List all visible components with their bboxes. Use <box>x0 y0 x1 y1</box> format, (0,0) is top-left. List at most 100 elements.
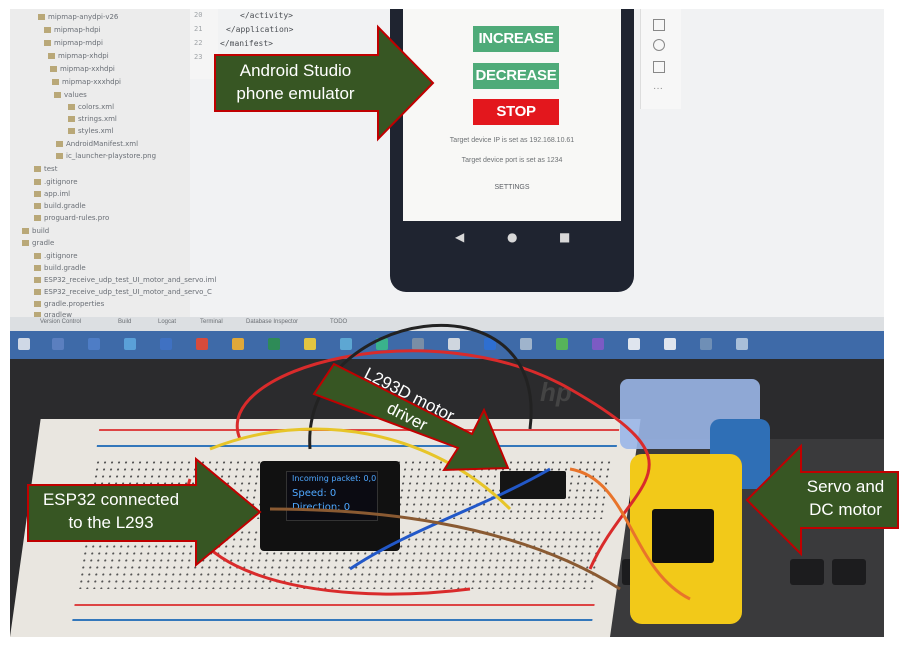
more-icon[interactable]: ··· <box>653 83 663 94</box>
keyboard-key <box>832 559 866 585</box>
status-tab-logcat[interactable]: Logcat <box>158 319 177 325</box>
toolbar-icon[interactable] <box>653 19 665 31</box>
callout-esp32-line1: ESP32 connected <box>42 490 180 509</box>
decrease-button[interactable]: DECREASE <box>473 63 559 89</box>
back-triangle-icon[interactable]: ◀ <box>455 230 465 244</box>
phone-nav-bar: ◀ ● ■ <box>403 221 621 251</box>
taskbar-app-icon[interactable] <box>268 338 280 350</box>
taskbar-app-icon[interactable] <box>304 338 316 350</box>
tree-item[interactable]: mipmap-xxhdpi <box>50 65 115 73</box>
power-rail-red <box>74 604 595 606</box>
tree-item[interactable]: gradlew <box>34 311 72 319</box>
tree-item[interactable]: gradle.properties <box>34 300 104 308</box>
status-tab-todo[interactable]: TODO <box>330 319 348 325</box>
taskbar-app-icon[interactable] <box>736 338 748 350</box>
code-line[interactable]: </manifest> <box>220 39 273 48</box>
project-tree: mipmap-anydpi-v26 mipmap-hdpi mipmap-mdp… <box>10 9 216 325</box>
l293d-chip <box>500 471 566 499</box>
taskbar-app-icon[interactable] <box>592 338 604 350</box>
taskbar-app-icon[interactable] <box>700 338 712 350</box>
taskbar-app-icon[interactable] <box>376 338 388 350</box>
tree-item[interactable]: .gitignore <box>34 178 78 186</box>
photo: mipmap-anydpi-v26 mipmap-hdpi mipmap-mdp… <box>10 9 884 637</box>
line-number: 21 <box>194 25 203 33</box>
oled-line-packet: Incoming packet: 0,0 <box>292 474 377 483</box>
tree-item[interactable]: strings.xml <box>68 115 117 123</box>
tree-item[interactable]: build.gradle <box>34 264 86 272</box>
emulator-side-toolbar: ··· <box>640 9 681 109</box>
binder-clip <box>652 509 714 563</box>
target-port-text: Target device port is set as 1234 <box>461 157 563 164</box>
esp32-board: Incoming packet: 0,0 Speed: 0 Direction:… <box>260 461 400 551</box>
taskbar-app-icon[interactable] <box>520 338 532 350</box>
line-number: 20 <box>194 11 203 19</box>
tree-item[interactable]: test <box>34 165 57 173</box>
tree-item[interactable]: colors.xml <box>68 103 114 111</box>
callout-esp32-line2: to the L293 <box>68 513 154 532</box>
taskbar-app-icon[interactable] <box>232 338 244 350</box>
tree-item[interactable]: mipmap-hdpi <box>44 26 101 34</box>
tree-item[interactable]: build <box>22 227 49 235</box>
toolbar-icon[interactable] <box>653 39 665 51</box>
tree-item[interactable]: styles.xml <box>68 127 114 135</box>
oled-line-direction: Direction: 0 <box>292 502 351 513</box>
laptop-brand-logo: hp <box>540 377 572 407</box>
tree-item[interactable]: ESP32_receive_udp_test_UI_motor_and_serv… <box>34 288 212 296</box>
taskbar-app-icon[interactable] <box>448 338 460 350</box>
tree-item[interactable]: AndroidManifest.xml <box>56 140 138 148</box>
keyboard-key <box>790 559 824 585</box>
taskbar-app-icon[interactable] <box>160 338 172 350</box>
tree-item[interactable]: build.gradle <box>34 202 86 210</box>
phone-emulator: INCREASE DECREASE STOP Target device IP … <box>390 9 634 292</box>
tree-item[interactable]: app.iml <box>34 190 70 198</box>
tree-item[interactable]: ESP32_receive_udp_test_UI_motor_and_serv… <box>34 276 216 284</box>
settings-button[interactable]: SETTINGS <box>494 184 530 191</box>
code-line[interactable]: </application> <box>226 25 294 34</box>
taskbar-app-icon[interactable] <box>196 338 208 350</box>
taskbar-app-icon[interactable] <box>664 338 676 350</box>
code-line[interactable]: </activity> <box>240 11 293 20</box>
taskbar-app-icon[interactable] <box>556 338 568 350</box>
status-tab-terminal[interactable]: Terminal <box>200 319 223 325</box>
callout-esp32: ESP32 connected to the L293 <box>26 456 262 568</box>
recent-square-icon[interactable]: ■ <box>559 230 571 244</box>
phone-screen: INCREASE DECREASE STOP Target device IP … <box>403 9 621 221</box>
tree-item[interactable]: ic_launcher-playstore.png <box>56 152 156 160</box>
toolbar-icon[interactable] <box>653 61 665 73</box>
line-number: 23 <box>194 53 203 61</box>
line-number: 22 <box>194 39 203 47</box>
taskbar-app-icon[interactable] <box>628 338 640 350</box>
tree-item[interactable]: .gitignore <box>34 252 78 260</box>
increase-button[interactable]: INCREASE <box>473 26 559 52</box>
callout-arrow-shape <box>312 362 510 472</box>
taskbar-app-icon[interactable] <box>88 338 100 350</box>
tree-item[interactable]: values <box>54 91 87 99</box>
taskbar-app-icon[interactable] <box>484 338 496 350</box>
callout-driver: L293D motor driver <box>312 362 512 472</box>
tree-item[interactable]: mipmap-xhdpi <box>48 52 109 60</box>
callout-arrow-shape <box>27 456 262 568</box>
callout-emulator-line2: phone emulator <box>236 84 355 103</box>
tree-item[interactable]: proguard-rules.pro <box>34 214 109 222</box>
callout-arrow-shape <box>214 24 435 142</box>
tree-item[interactable]: mipmap-xxxhdpi <box>52 78 121 86</box>
line-number-gutter: 20 21 22 23 <box>190 9 218 79</box>
tree-item[interactable]: gradle <box>22 239 54 247</box>
taskbar-app-icon[interactable] <box>412 338 424 350</box>
home-circle-icon[interactable]: ● <box>507 230 518 244</box>
taskbar-app-icon[interactable] <box>52 338 64 350</box>
callout-servo: Servo and DC motor <box>745 443 900 557</box>
oled-display: Incoming packet: 0,0 Speed: 0 Direction:… <box>286 471 378 521</box>
status-tab-version-control[interactable]: Version Control <box>40 319 82 325</box>
taskbar-app-icon[interactable] <box>340 338 352 350</box>
taskbar-app-icon[interactable] <box>124 338 136 350</box>
tree-item[interactable]: mipmap-mdpi <box>44 39 103 47</box>
status-tab-database-inspector[interactable]: Database Inspector <box>246 319 299 325</box>
stop-button[interactable]: STOP <box>473 99 559 125</box>
callout-servo-line2: DC motor <box>809 500 882 519</box>
windows-taskbar <box>10 331 884 359</box>
tree-item[interactable]: mipmap-anydpi-v26 <box>38 13 118 21</box>
start-icon[interactable] <box>18 338 30 350</box>
status-tab-build[interactable]: Build <box>118 319 132 325</box>
oled-line-speed: Speed: 0 <box>292 488 337 499</box>
